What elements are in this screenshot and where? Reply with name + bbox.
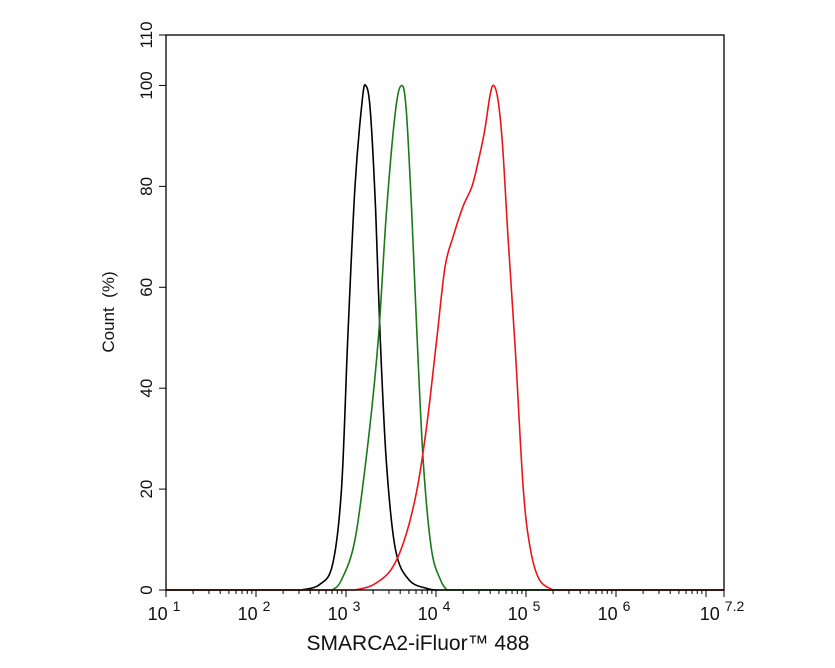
x-tick-label: 10 1 xyxy=(148,598,181,624)
x-tick-label: 10 6 xyxy=(598,598,631,624)
x-axis-label: SMARCA2-iFluor™ 488 xyxy=(307,632,530,655)
x-tick-label: 10 7.2 xyxy=(700,598,745,624)
x-tick-label: 10 5 xyxy=(508,598,541,624)
histogram-series-3 xyxy=(166,84,724,591)
x-axis: 10 1 10 2 10 3 10 4 10 5 10 6 10 7.2 xyxy=(148,590,745,624)
y-tick-label: 0 xyxy=(137,585,156,594)
y-tick-label: 100 xyxy=(137,71,156,99)
y-tick-label: 40 xyxy=(137,379,156,398)
y-tick-label: 110 xyxy=(137,21,156,48)
y-axis-label: Count (%) xyxy=(99,271,118,352)
y-tick-label: 80 xyxy=(137,177,156,196)
x-tick-label: 10 3 xyxy=(328,598,361,624)
y-axis: 0 20 40 60 80 100 110 xyxy=(137,21,166,595)
x-tick-label: 10 2 xyxy=(238,598,271,624)
histogram-series-2 xyxy=(166,84,724,591)
histogram-series-1 xyxy=(166,83,724,591)
plot-frame xyxy=(165,34,725,591)
y-tick-label: 20 xyxy=(137,480,156,499)
y-tick-label: 60 xyxy=(137,278,156,297)
x-tick-label: 10 4 xyxy=(418,598,451,624)
series-layer xyxy=(166,83,724,591)
